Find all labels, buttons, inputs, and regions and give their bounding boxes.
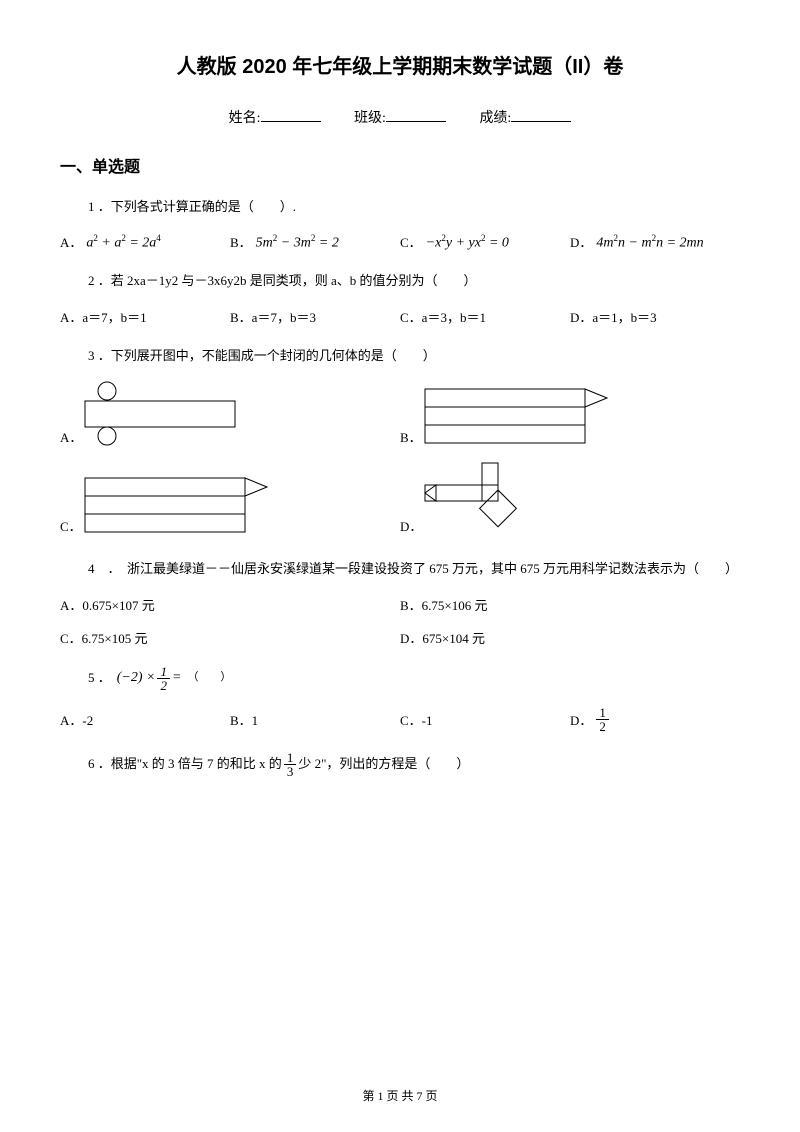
q1-b-math: 5m2 − 3m2 = 2: [256, 233, 339, 252]
section-title: 一、单选题: [60, 153, 740, 177]
q3-text: 3 ．下列展开图中，不能围成一个封闭的几何体的是（ ）: [60, 344, 740, 367]
q5-text: 5 ． (−2) × 12 = （ ）: [60, 665, 740, 692]
q6-prefix: 6 ．根据"x 的 3 倍与 7 的和比 x 的: [88, 752, 282, 775]
q3-cell-a: A．: [60, 381, 400, 446]
q3-row1: A． B．: [60, 381, 740, 446]
score-label: 成绩:: [479, 111, 511, 126]
q4-opt-a: A．0.675×107 元: [60, 595, 400, 614]
q1-opt-c: C． −x2y + yx2 = 0: [400, 232, 570, 251]
q5-paren: （ ）: [187, 668, 231, 688]
page-footer: 第 1 页 共 7 页: [0, 1087, 800, 1104]
q3-d-label: D．: [400, 516, 422, 535]
q2-opt-c: C．a＝3，b＝1: [400, 307, 570, 326]
q4-options: A．0.675×107 元 B．6.75×106 元 C．6.75×105 元 …: [60, 595, 740, 647]
q1-d-label: D．: [570, 232, 592, 251]
q3-c-label: C．: [60, 516, 82, 535]
q2-options: A．a＝7，b＝1 B．a＝7，b＝3 C．a＝3，b＝1 D．a＝1，b＝3: [60, 307, 740, 326]
q3-diagram-c: [82, 475, 282, 535]
q4-text: 4 ． 浙江最美绿道－－仙居永安溪绿道某一段建设投资了 675 万元，其中 67…: [60, 557, 740, 580]
q3-row2: C． D．: [60, 460, 740, 535]
q5-opt-a: A．-2: [60, 706, 230, 733]
class-label: 班级:: [354, 111, 386, 126]
q6-suffix: 少 2"，列出的方程是（ ）: [298, 752, 469, 775]
q2-opt-d: D．a＝1，b＝3: [570, 307, 740, 326]
class-blank: [386, 108, 446, 122]
q6-frac: 13: [284, 751, 297, 778]
q1-b-label: B．: [230, 232, 252, 251]
q1-d-math: 4m2n − m2n = 2mn: [596, 233, 703, 252]
score-blank: [511, 108, 571, 122]
q2-opt-a: A．a＝7，b＝1: [60, 307, 230, 326]
q3-b-label: B．: [400, 427, 422, 446]
q1-c-math: −x2y + yx2 = 0: [426, 233, 509, 252]
q1-options: A． a2 + a2 = 2a4 B． 5m2 − 3m2 = 2 C． −x2…: [60, 232, 740, 251]
q1-c-label: C．: [400, 232, 422, 251]
q6-text: 6 ．根据"x 的 3 倍与 7 的和比 x 的 13 少 2"，列出的方程是（…: [60, 751, 740, 778]
q1-opt-b: B． 5m2 − 3m2 = 2: [230, 232, 400, 251]
q5-opt-d: D． 12: [570, 706, 740, 733]
q5-d-frac: 12: [596, 706, 609, 733]
q2-opt-b: B．a＝7，b＝3: [230, 307, 400, 326]
name-blank: [261, 108, 321, 122]
q5-d-label: D．: [570, 710, 592, 729]
header-fields: 姓名: 班级: 成绩:: [60, 107, 740, 127]
q3-diagram-a: [82, 381, 242, 446]
q3-diagram-d: [422, 460, 552, 535]
q3-cell-d: D．: [400, 460, 740, 535]
q3-cell-b: B．: [400, 386, 740, 446]
q3-cell-c: C．: [60, 475, 400, 535]
q4-opt-b: B．6.75×106 元: [400, 595, 740, 614]
q1-text: 1 ．下列各式计算正确的是（ ）.: [60, 195, 740, 218]
q5-opt-c: C．-1: [400, 706, 570, 733]
q4-opt-c: C．6.75×105 元: [60, 628, 400, 647]
q1-a-math: a2 + a2 = 2a4: [86, 233, 160, 252]
q4-opt-d: D．675×104 元: [400, 628, 740, 647]
q5-expr: (−2) × 12 =: [117, 665, 182, 692]
q5-prefix: 5 ．: [88, 666, 111, 689]
q3-diagram-b: [422, 386, 622, 446]
q1-a-label: A．: [60, 232, 82, 251]
q1-opt-d: D． 4m2n − m2n = 2mn: [570, 232, 740, 251]
q3-a-label: A．: [60, 427, 82, 446]
q2-text: 2 ．若 2xa－1y2 与－3x6y2b 是同类项，则 a、b 的值分别为（ …: [60, 269, 740, 292]
q5-opt-b: B．1: [230, 706, 400, 733]
q1-opt-a: A． a2 + a2 = 2a4: [60, 232, 230, 251]
name-label: 姓名:: [229, 111, 261, 126]
q5-options: A．-2 B．1 C．-1 D． 12: [60, 706, 740, 733]
page-title: 人教版 2020 年七年级上学期期末数学试题（II）卷: [60, 50, 740, 79]
